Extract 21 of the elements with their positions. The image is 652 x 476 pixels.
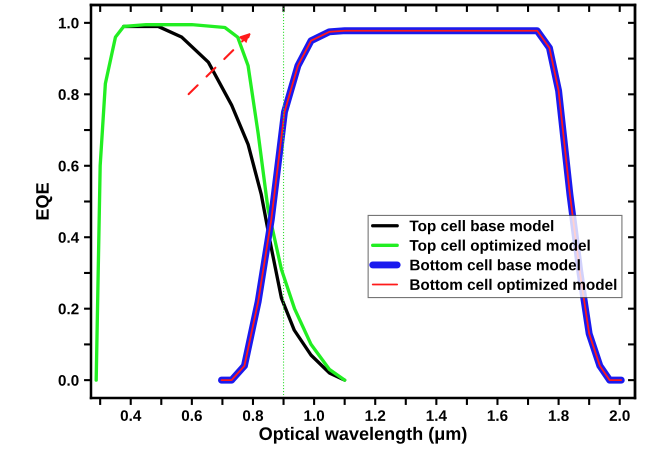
legend-label: Bottom cell base model [410, 259, 580, 270]
y-tick-label: 0.8 [58, 89, 79, 100]
legend-label: Bottom cell optimized model [410, 278, 616, 294]
y-tick-label: 0.0 [58, 375, 79, 386]
y-axis-title: EQE [36, 183, 52, 220]
x-tick-label: 1.2 [366, 410, 386, 421]
y-tick-label: 1.0 [58, 18, 79, 29]
x-tick-label: 2.0 [610, 410, 630, 422]
x-tick-label: 1.4 [426, 410, 447, 421]
x-tick-label: 1.0 [304, 410, 324, 422]
x-tick-label: 0.4 [120, 410, 142, 422]
x-tick-label: 1.8 [548, 410, 569, 422]
x-tick-label: 0.6 [182, 410, 202, 422]
legend-label: Top cell optimized model [410, 240, 590, 254]
x-tick-label: 1.6 [488, 410, 508, 422]
y-tick-label: 0.6 [58, 160, 79, 172]
x-axis-title: Optical wavelength (μm) [259, 426, 466, 444]
legend-label: Top cell base model [410, 220, 554, 234]
y-tick-label: 0.2 [58, 304, 79, 314]
y-tick-label: 0.4 [58, 232, 80, 243]
x-tick-label: 0.8 [242, 410, 264, 422]
